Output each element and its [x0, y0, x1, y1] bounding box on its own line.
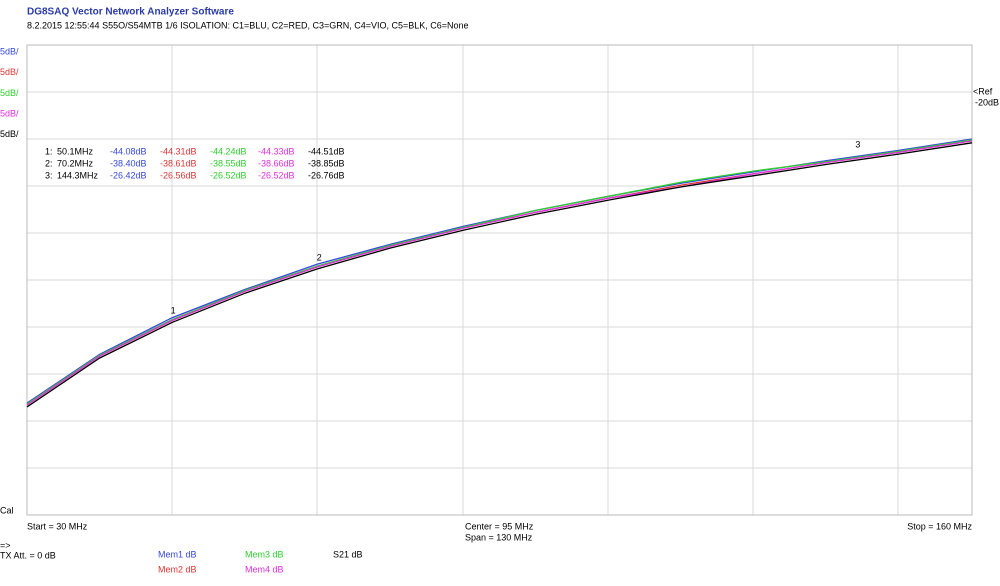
arrow: => — [0, 540, 11, 550]
stop-label: Stop = 160 MHz — [907, 521, 972, 531]
marker-value: -26.56dB — [160, 170, 197, 180]
start-label: Start = 30 MHz — [27, 521, 88, 531]
scale-label: 5dB/ — [0, 67, 19, 77]
marker-value: -38.66dB — [258, 158, 295, 168]
s21[interactable]: S21 dB — [333, 549, 363, 559]
marker-id: 1 — [171, 306, 176, 316]
marker-freq: 50.1MHz — [57, 146, 94, 156]
ref-label: <Ref — [973, 86, 993, 96]
trace — [26, 139, 973, 405]
scale-label: 5dB/ — [0, 46, 19, 56]
marker-id: 3 — [855, 140, 860, 150]
marker-value: -44.08dB — [110, 146, 147, 156]
scale-label: 5dB/ — [0, 129, 19, 139]
marker-value: -44.31dB — [160, 146, 197, 156]
marker-value: -38.85dB — [308, 158, 345, 168]
tx-att[interactable]: TX Att. = 0 dB — [0, 550, 56, 560]
marker-value: -44.33dB — [258, 146, 295, 156]
scale-label: 5dB/ — [0, 88, 19, 98]
marker-id: 2 — [317, 252, 322, 262]
app-title: DG8SAQ Vector Network Analyzer Software — [27, 7, 234, 18]
marker-value: -44.51dB — [308, 146, 345, 156]
marker-row-label: 2: — [45, 158, 53, 168]
marker-freq: 70.2MHz — [57, 158, 94, 168]
marker-value: -38.61dB — [160, 158, 197, 168]
mem1[interactable]: Mem1 dB — [158, 549, 197, 559]
cal-label: Cal — [0, 505, 14, 515]
mem4[interactable]: Mem4 dB — [245, 564, 284, 574]
center-label: Center = 95 MHz — [465, 521, 534, 531]
grid — [26, 44, 973, 516]
marker-row-label: 1: — [45, 146, 53, 156]
subtitle: 8.2.2015 12:55:44 S55O/S54MTB 1/6 ISOLAT… — [27, 20, 469, 30]
marker-row-label: 3: — [45, 170, 53, 180]
marker-value: -44.24dB — [210, 146, 247, 156]
marker-value: -38.55dB — [210, 158, 247, 168]
marker-value: -26.76dB — [308, 170, 345, 180]
marker-value: -38.40dB — [110, 158, 147, 168]
marker-value: -26.52dB — [210, 170, 247, 180]
trace — [26, 140, 973, 406]
marker-freq: 144.3MHz — [57, 170, 99, 180]
marker-value: -26.52dB — [258, 170, 295, 180]
span-label: Span = 130 MHz — [465, 532, 533, 542]
marker-value: -26.42dB — [110, 170, 147, 180]
scale-label: 5dB/ — [0, 108, 19, 118]
ref-value: -20dB — [975, 97, 999, 107]
mem3[interactable]: Mem3 dB — [245, 549, 284, 559]
mem2[interactable]: Mem2 dB — [158, 564, 197, 574]
trace — [26, 142, 973, 408]
